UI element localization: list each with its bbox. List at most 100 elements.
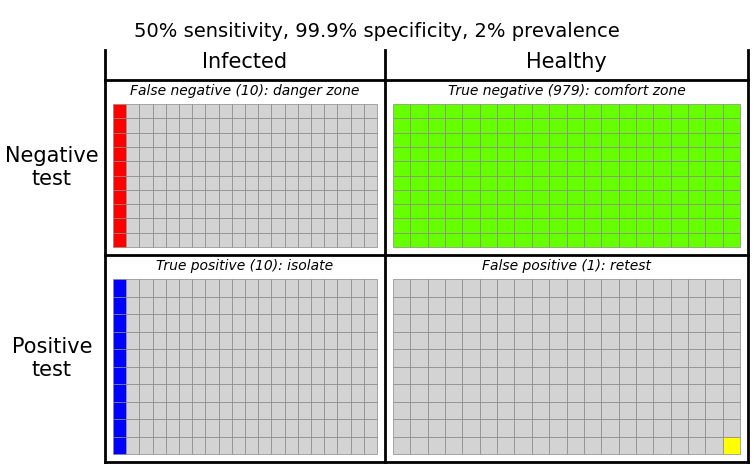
Bar [245, 366, 258, 384]
Bar [393, 297, 410, 314]
Bar [410, 233, 428, 247]
Bar [351, 401, 363, 419]
Bar [428, 366, 445, 384]
Bar [126, 401, 139, 419]
Bar [205, 349, 219, 366]
Bar [152, 279, 166, 297]
Bar [688, 297, 705, 314]
Bar [139, 219, 152, 233]
Bar [462, 161, 480, 175]
Bar [549, 419, 566, 437]
Bar [113, 204, 126, 219]
Bar [152, 366, 166, 384]
Bar [324, 233, 337, 247]
Bar [298, 147, 311, 161]
Bar [113, 419, 126, 437]
Bar [324, 349, 337, 366]
Bar [258, 161, 271, 175]
Bar [532, 133, 549, 147]
Bar [705, 133, 722, 147]
Bar [601, 118, 618, 133]
Bar [636, 437, 653, 454]
Bar [410, 314, 428, 331]
Bar [618, 331, 636, 349]
Bar [311, 349, 324, 366]
Bar [393, 331, 410, 349]
Bar [462, 219, 480, 233]
Bar [205, 133, 219, 147]
Bar [258, 204, 271, 219]
Bar [231, 233, 245, 247]
Bar [179, 175, 192, 190]
Bar [584, 133, 601, 147]
Bar [139, 366, 152, 384]
Bar [271, 279, 284, 297]
Bar [284, 366, 298, 384]
Bar [445, 147, 462, 161]
Bar [219, 279, 231, 297]
Bar [636, 331, 653, 349]
Bar [462, 314, 480, 331]
Bar [351, 366, 363, 384]
Bar [688, 233, 705, 247]
Bar [532, 279, 549, 297]
Bar [393, 419, 410, 437]
Bar [284, 314, 298, 331]
Bar [363, 419, 377, 437]
Bar [258, 384, 271, 401]
Bar [688, 366, 705, 384]
Bar [532, 349, 549, 366]
Bar [324, 190, 337, 204]
Bar [298, 233, 311, 247]
Bar [653, 190, 670, 204]
Bar [205, 104, 219, 118]
Bar [445, 118, 462, 133]
Bar [219, 419, 231, 437]
Bar [113, 233, 126, 247]
Bar [126, 190, 139, 204]
Bar [514, 279, 532, 297]
Bar [705, 297, 722, 314]
Bar [480, 314, 497, 331]
Bar [126, 384, 139, 401]
Bar [179, 349, 192, 366]
Bar [152, 104, 166, 118]
Bar [618, 384, 636, 401]
Bar [653, 366, 670, 384]
Bar [549, 384, 566, 401]
Bar [705, 366, 722, 384]
Bar [428, 279, 445, 297]
Bar [653, 349, 670, 366]
Bar [549, 147, 566, 161]
Bar [271, 314, 284, 331]
Bar [688, 419, 705, 437]
Bar [636, 133, 653, 147]
Bar [113, 384, 126, 401]
Bar [126, 366, 139, 384]
Bar [179, 147, 192, 161]
Bar [705, 437, 722, 454]
Bar [618, 314, 636, 331]
Bar [231, 314, 245, 331]
Bar [192, 204, 205, 219]
Bar [363, 437, 377, 454]
Bar [410, 147, 428, 161]
Bar [258, 190, 271, 204]
Bar [705, 233, 722, 247]
Bar [393, 175, 410, 190]
Bar [205, 190, 219, 204]
Bar [532, 190, 549, 204]
Bar [722, 219, 740, 233]
Bar [497, 366, 514, 384]
Bar [670, 147, 688, 161]
Bar [298, 104, 311, 118]
Bar [705, 401, 722, 419]
Bar [428, 147, 445, 161]
Bar [584, 175, 601, 190]
Bar [192, 175, 205, 190]
Bar [688, 331, 705, 349]
Bar [410, 190, 428, 204]
Bar [462, 147, 480, 161]
Bar [231, 147, 245, 161]
Bar [428, 133, 445, 147]
